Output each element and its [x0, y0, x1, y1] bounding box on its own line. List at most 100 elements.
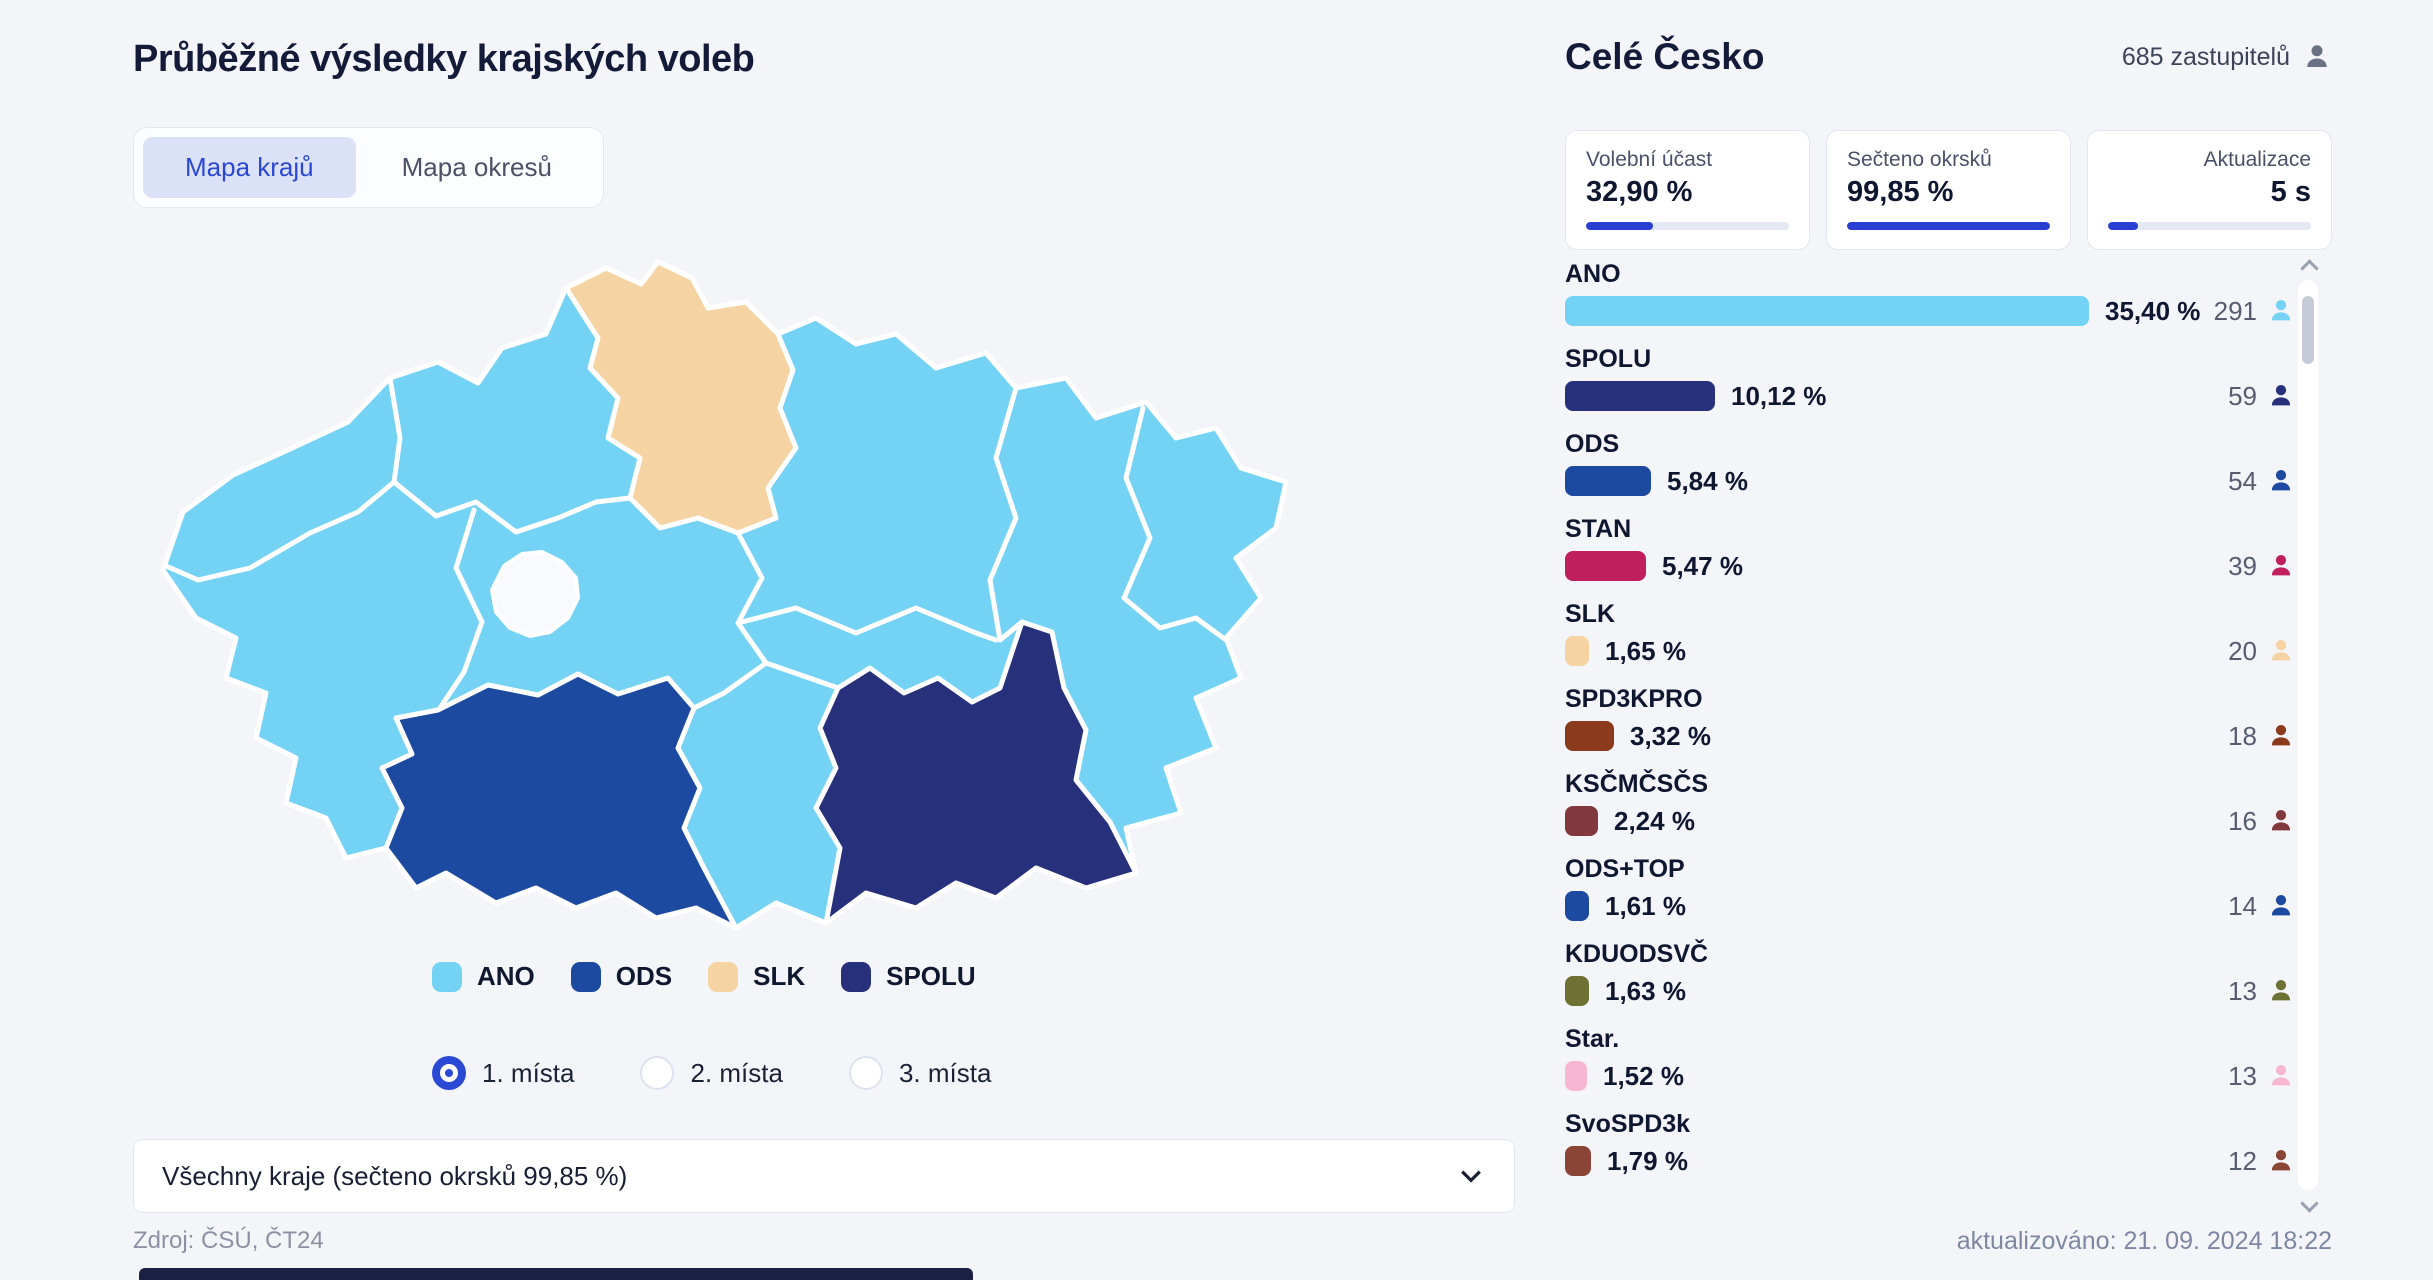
chevron-up-icon[interactable] — [2300, 259, 2319, 278]
party-result-bar — [1565, 721, 1614, 751]
party-row-star: Star. 1,52 % 13 — [1565, 1025, 2295, 1091]
summary-card-aktualizace: Aktualizace 5 s — [2087, 130, 2332, 250]
person-icon — [2267, 552, 2295, 580]
party-row-ano: ANO 35,40 % 291 — [1565, 260, 2295, 326]
party-row-spolu: SPOLU 10,12 % 59 — [1565, 345, 2295, 411]
person-icon — [2267, 382, 2295, 410]
summary-cards: Volební účast 32,90 % Sečteno okrsků 99,85 … — [1565, 130, 2332, 250]
chevron-down-icon — [1461, 1170, 1481, 1183]
party-name: STAN — [1565, 515, 1632, 543]
card-progress-track — [1847, 222, 2050, 230]
map-region-hole[interactable] — [490, 550, 580, 638]
party-name: Star. — [1565, 1025, 1620, 1053]
legend-swatch — [570, 961, 601, 992]
party-seat-count: 20 — [2228, 635, 2257, 666]
map-region-borders — [163, 375, 1229, 711]
party-seat-count: 13 — [2228, 975, 2257, 1006]
legend-item-slk: SLK — [708, 961, 805, 992]
legend-label: SLK — [753, 961, 806, 991]
card-value: 99,85 % — [1847, 176, 1954, 208]
party-result-bar — [1565, 1146, 1591, 1176]
updated-timestamp: aktualizováno: 21. 09. 2024 18:22 — [1956, 1227, 2332, 1255]
radio-1-m-sta[interactable]: 1. místa — [432, 1056, 574, 1090]
map-legend: ANO ODS SLK SPOLU — [432, 961, 976, 992]
party-row-svospd3k: SvoSPD3k 1,79 % 12 — [1565, 1110, 2295, 1176]
party-result-bar — [1565, 976, 1589, 1006]
person-icon — [2267, 1147, 2295, 1175]
card-progress-fill — [1847, 222, 2050, 230]
scrollbar[interactable] — [2298, 259, 2319, 1213]
scrollbar-track[interactable] — [2298, 280, 2318, 1190]
party-name: KSČMČSČS — [1565, 770, 1709, 798]
radio-2-m-sta[interactable]: 2. místa — [640, 1056, 783, 1090]
radio-selected-icon[interactable] — [432, 1056, 466, 1090]
chevron-down-icon[interactable] — [2300, 1194, 2319, 1213]
party-seat-count: 59 — [2228, 380, 2257, 411]
source-note: Zdroj: ČSÚ, ČT24 — [133, 1227, 324, 1254]
card-progress-track — [1586, 222, 1789, 230]
party-result-bar — [1565, 1061, 1587, 1091]
party-result-bar — [1565, 296, 2089, 326]
party-result-bar — [1565, 806, 1598, 836]
party-results-list: ANO 35,40 % 291 SPOLU 10,12 % 59 ODS 5,84 % 54 ST… — [1565, 260, 2295, 1195]
party-seat-count: 39 — [2228, 550, 2257, 581]
party-seat-count: 18 — [2228, 720, 2257, 751]
person-icon — [2267, 807, 2295, 835]
legend-swatch — [841, 961, 872, 992]
party-percent: 10,12 % — [1731, 380, 1827, 411]
scrollbar-thumb[interactable] — [2302, 296, 2314, 364]
party-result-bar — [1565, 466, 1651, 496]
czech-regions-map[interactable] — [138, 250, 1295, 942]
legend-item-ods: ODS — [570, 961, 672, 992]
region-select-value: Všechny kraje (sečteno okrsků 99,85 %) — [162, 1160, 628, 1191]
party-seat-count: 16 — [2228, 805, 2257, 836]
tab-mapa-kraj[interactable]: Mapa krajů — [143, 137, 356, 198]
results-header: Celé Česko 685 zastupitelů — [1565, 36, 2332, 78]
place-rank-options: 1. místa 2. místa 3. místa — [432, 1056, 991, 1090]
map-region-north[interactable] — [563, 259, 799, 536]
party-name: SvoSPD3k — [1565, 1110, 1691, 1138]
radio-label: 2. místa — [690, 1057, 783, 1088]
person-icon — [2267, 467, 2295, 495]
card-progress-fill — [2108, 222, 2139, 230]
party-name: SPOLU — [1565, 345, 1652, 373]
card-progress-fill — [1586, 222, 1653, 230]
party-result-bar — [1565, 381, 1715, 411]
party-seat-count: 14 — [2228, 890, 2257, 921]
party-percent: 1,65 % — [1605, 635, 1686, 666]
party-name: KDUODSVČ — [1565, 940, 1709, 968]
radio-label: 1. místa — [482, 1057, 575, 1088]
party-row-kduodsv: KDUODSVČ 1,63 % 13 — [1565, 940, 2295, 1006]
seats-total-label: 685 zastupitelů — [2121, 42, 2290, 71]
legend-swatch — [708, 961, 739, 992]
legend-label: ANO — [477, 961, 535, 991]
radio-unselected-icon[interactable] — [640, 1056, 675, 1090]
person-icon — [2267, 1062, 2295, 1090]
person-icon — [2267, 637, 2295, 665]
radio-label: 3. místa — [898, 1057, 992, 1088]
party-percent: 1,52 % — [1603, 1060, 1684, 1091]
region-select[interactable]: Všechny kraje (sečteno okrsků 99,85 %) — [133, 1139, 1515, 1213]
radio-unselected-icon[interactable] — [848, 1056, 883, 1090]
map-region-southwest[interactable] — [379, 671, 739, 931]
tab-mapa-okres[interactable]: Mapa okresů — [401, 152, 552, 182]
radio-3-m-sta[interactable]: 3. místa — [848, 1056, 992, 1090]
person-icon — [2307, 45, 2327, 67]
party-name: ODS+TOP — [1565, 855, 1685, 883]
legend-swatch — [432, 961, 462, 992]
party-seat-count: 12 — [2228, 1145, 2257, 1176]
party-row-stan: STAN 5,47 % 39 — [1565, 515, 2295, 581]
party-percent: 35,40 % — [2105, 295, 2201, 326]
legend-item-spolu: SPOLU — [841, 961, 976, 992]
page-title: Průběžné výsledky krajských voleb — [133, 38, 755, 80]
party-percent: 5,47 % — [1662, 550, 1743, 581]
party-seat-count: 291 — [2213, 295, 2257, 326]
person-icon — [2267, 977, 2295, 1005]
summary-card-volebn-ast: Volební účast 32,90 % — [1565, 130, 1810, 250]
party-result-bar — [1565, 551, 1646, 581]
map-region-southeast[interactable] — [813, 619, 1139, 926]
party-row-slk: SLK 1,65 % 20 — [1565, 600, 2295, 666]
party-result-bar — [1565, 891, 1589, 921]
legend-item-ano: ANO — [432, 961, 535, 992]
